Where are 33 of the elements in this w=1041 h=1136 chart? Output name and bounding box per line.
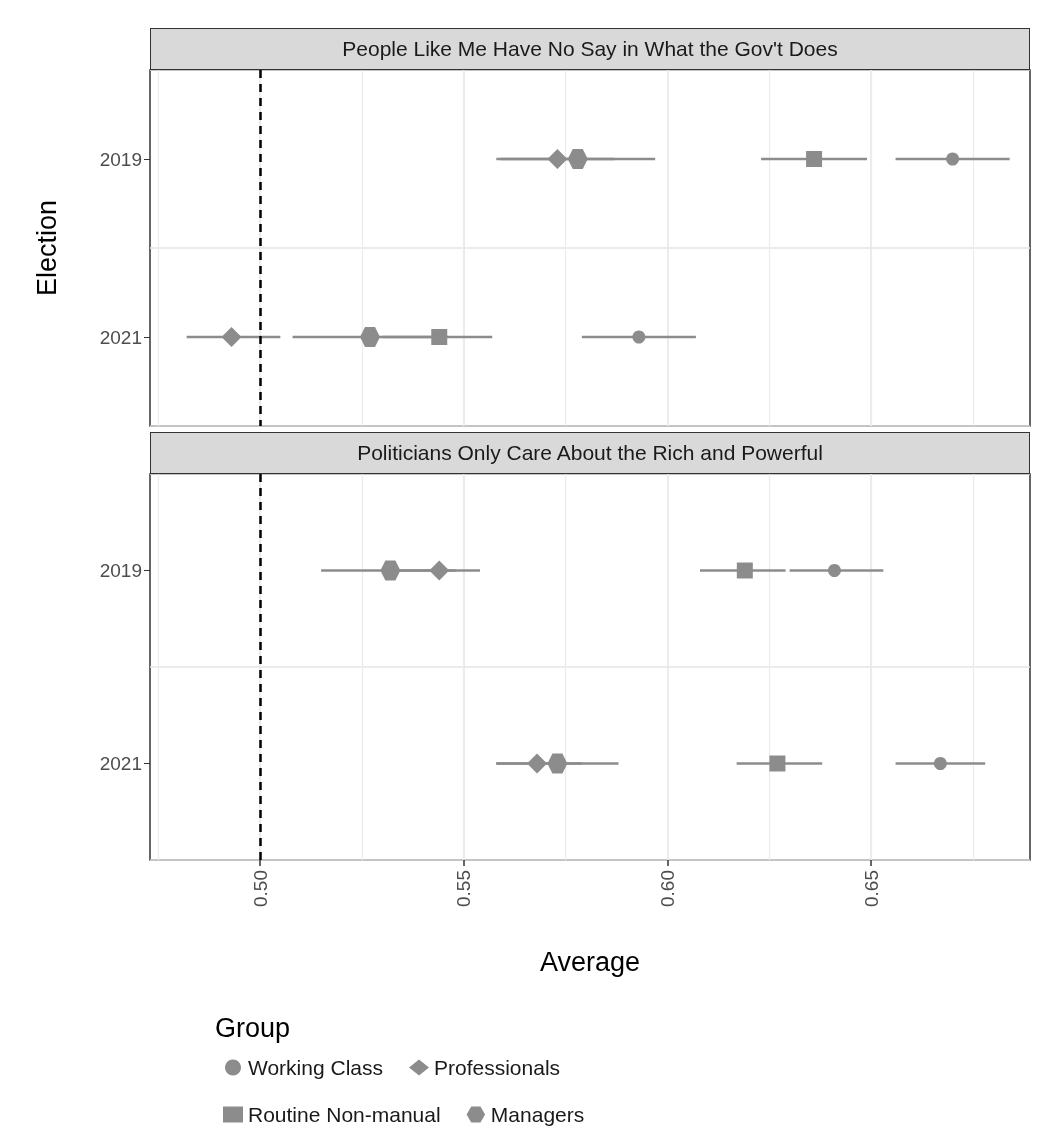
point <box>360 327 380 347</box>
x-tick-label: 0.55 <box>453 870 475 907</box>
chart-title: People Like Me Have No Say in What the Gov't Does <box>150 28 1030 70</box>
y-tick-label: 2021 <box>99 753 142 774</box>
point <box>632 330 646 344</box>
legend-label: Working Class <box>248 1056 383 1079</box>
x-tick-label: 0.60 <box>656 870 678 907</box>
point <box>221 327 242 347</box>
point <box>547 753 568 774</box>
y-tick-label: 2021 <box>99 326 142 348</box>
point <box>946 152 960 166</box>
x-axis-title: Average <box>539 946 641 977</box>
chart-title: Politicians Only Care About the Rich and Powerful <box>150 432 1030 474</box>
legend-title: Group <box>215 1012 291 1043</box>
y-axis-title: Election <box>31 199 62 297</box>
x-tick-label: 0.65 <box>860 870 882 907</box>
point <box>527 753 548 774</box>
point <box>806 151 823 167</box>
point <box>933 757 947 770</box>
y-tick-label: 2019 <box>99 560 142 581</box>
point <box>429 560 450 581</box>
point <box>431 329 448 345</box>
point <box>380 560 401 581</box>
point <box>736 562 753 579</box>
legend-label: Managers <box>490 1103 585 1126</box>
point <box>567 149 588 169</box>
point <box>547 149 568 169</box>
y-tick-label: 2019 <box>99 148 142 170</box>
legend-label: Routine Non-manual <box>248 1103 441 1126</box>
legend-label: Professionals <box>433 1056 561 1079</box>
point <box>827 564 841 577</box>
point <box>769 755 786 772</box>
x-tick-label: 0.50 <box>249 870 271 907</box>
